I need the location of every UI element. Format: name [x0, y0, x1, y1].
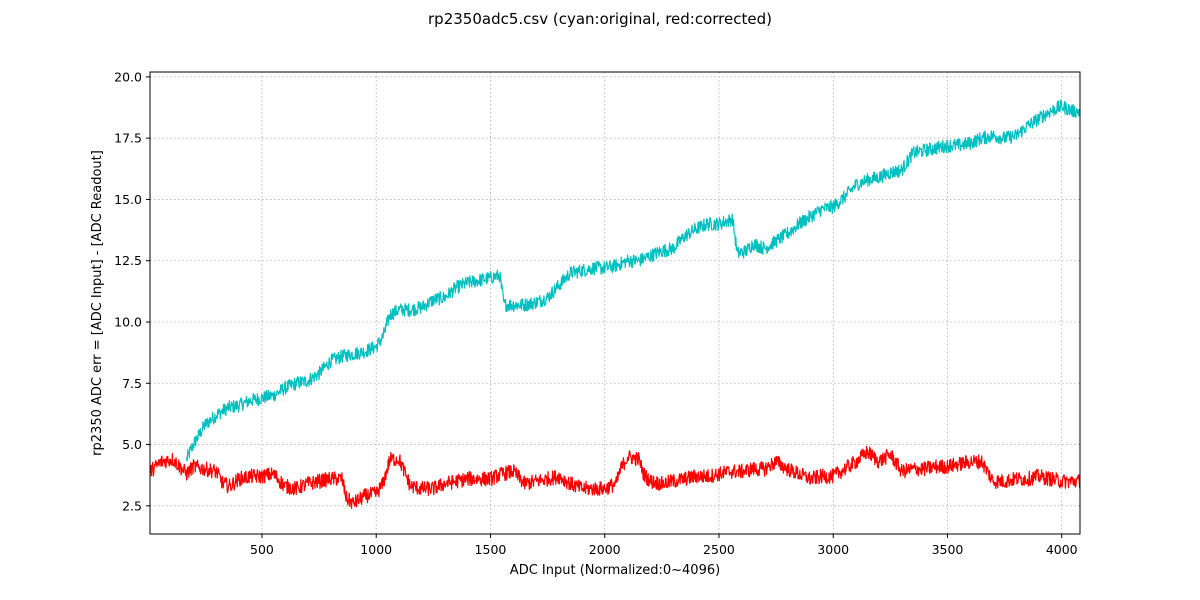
y-tick-label: 2.5	[122, 498, 142, 513]
plot-area	[150, 99, 1080, 509]
y-tick-label: 17.5	[114, 131, 142, 146]
x-axis: 500 1000 1500 2000 2500 3000 3500 4000	[250, 534, 1078, 557]
y-tick-label: 12.5	[114, 253, 142, 268]
x-tick-label: 1500	[475, 542, 507, 557]
x-tick-label: 1000	[360, 542, 392, 557]
x-axis-label: ADC Input (Normalized:0~4096)	[510, 563, 720, 578]
x-tick-label: 3000	[817, 542, 849, 557]
x-tick-label: 500	[250, 542, 274, 557]
x-tick-label: 3500	[932, 542, 964, 557]
grid	[150, 72, 1080, 534]
series-corrected-line	[150, 445, 1080, 509]
y-tick-label: 5.0	[122, 437, 142, 452]
y-axis-label: rp2350 ADC err = [ADC Input] - [ADC Read…	[90, 150, 105, 456]
y-axis: 2.5 5.0 7.5 10.0 12.5 15.0 17.5 20.0	[114, 69, 150, 513]
x-tick-label: 2500	[703, 542, 735, 557]
y-tick-label: 20.0	[114, 69, 142, 84]
x-tick-label: 4000	[1046, 542, 1078, 557]
x-tick-label: 2000	[589, 542, 621, 557]
plot-frame	[149, 71, 1081, 535]
y-tick-label: 15.0	[114, 192, 142, 207]
chart-title: rp2350adc5.csv (cyan:original, red:corre…	[428, 10, 772, 28]
y-tick-label: 7.5	[122, 376, 142, 391]
y-tick-label: 10.0	[114, 314, 142, 329]
series-original-line	[185, 99, 1080, 462]
